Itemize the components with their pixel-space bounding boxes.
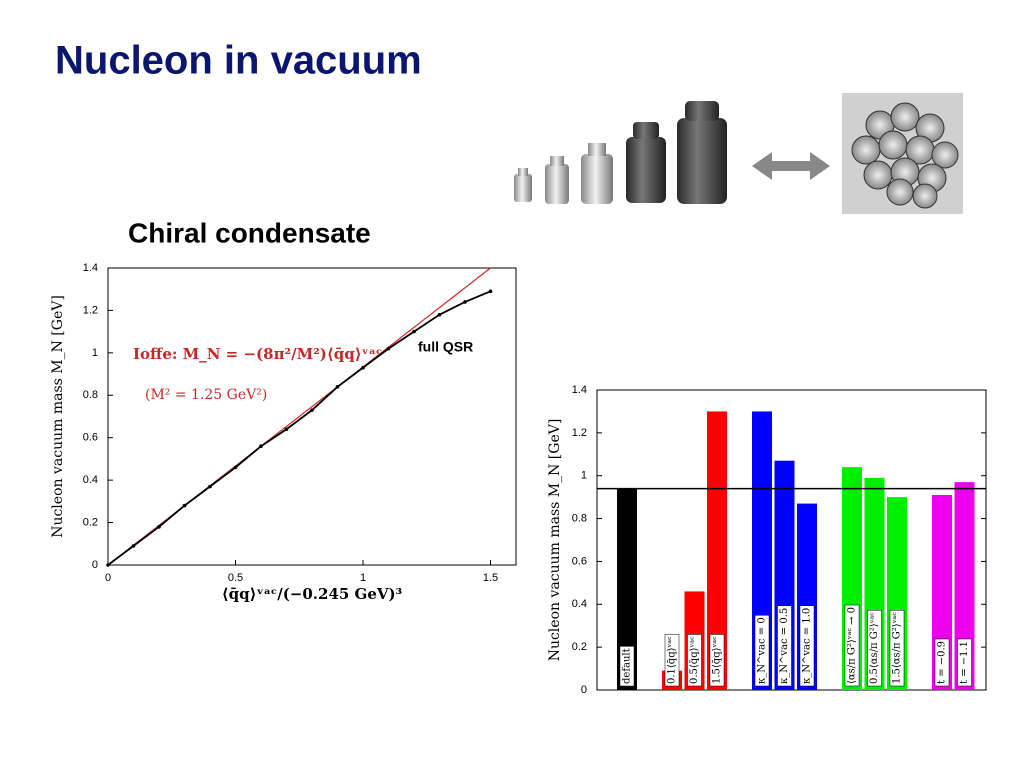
bar-label: 1.5⟨αs/π G²⟩ᵛᵃᶜ bbox=[892, 612, 903, 684]
point bbox=[106, 563, 110, 567]
x-tick-label: 0 bbox=[105, 572, 111, 584]
bar-label-group: 0.1⟨q̄q⟩ᵛᵃᶜ bbox=[664, 634, 680, 687]
point bbox=[412, 329, 416, 334]
y-tick-label: 1.2 bbox=[83, 304, 98, 316]
weights-image bbox=[514, 101, 727, 204]
x-tick-label: 0.5 bbox=[228, 572, 243, 584]
point bbox=[437, 312, 442, 317]
bar-label-box bbox=[957, 638, 972, 687]
bar-label-group: default bbox=[619, 646, 635, 687]
y-tick-label: 0.4 bbox=[83, 474, 98, 486]
y-tick-label: 0.8 bbox=[572, 512, 587, 524]
bar bbox=[954, 482, 975, 690]
bar-label: 1.5⟨q̄q⟩ᵛᵃᶜ bbox=[712, 636, 723, 684]
bar-label-box bbox=[777, 605, 792, 687]
bar-label: κ_N^vac = 0.5 bbox=[779, 608, 790, 684]
y-tick-label: 0.2 bbox=[572, 641, 587, 653]
y-axis-label: Nucleon vacuum mass M_N [GeV] bbox=[547, 419, 563, 662]
slide-title: Nucleon in vacuum bbox=[55, 39, 422, 83]
bar-label-group: t = −0.9 bbox=[934, 638, 950, 687]
point bbox=[131, 544, 136, 548]
point bbox=[182, 503, 187, 508]
chart-1-panel bbox=[40, 258, 522, 620]
y-tick-label: 0.6 bbox=[572, 555, 587, 567]
point bbox=[259, 444, 263, 449]
bar-label: 0.1⟨q̄q⟩ᵛᵃᶜ bbox=[667, 636, 678, 684]
y-tick-label: 1 bbox=[92, 347, 98, 359]
bar-label: default bbox=[622, 648, 633, 684]
bar-label: κ_N^vac = 1.0 bbox=[802, 608, 813, 684]
bar-label-group: 1.5⟨q̄q⟩ᵛᵃᶜ bbox=[709, 634, 725, 687]
x-axis-label: ⟨q̄q⟩ᵛᵃᶜ/(−0.245 GeV)³ bbox=[222, 585, 402, 603]
subtitle: Chiral condensate bbox=[128, 217, 371, 248]
bar-label-box bbox=[709, 634, 725, 687]
bar-label: κ_N^vac = 0 bbox=[757, 617, 768, 684]
bar-label: t = −1.1 bbox=[959, 641, 970, 684]
bar-label-group: κ_N^vac = 0.5 bbox=[777, 605, 792, 687]
x-tick-label: 1 bbox=[360, 572, 366, 584]
point bbox=[233, 465, 238, 470]
series-line bbox=[107, 290, 491, 566]
bar-label-box bbox=[844, 604, 860, 687]
point bbox=[284, 427, 289, 432]
point bbox=[488, 289, 493, 294]
bar-label-group: 1.5⟨αs/π G²⟩ᵛᵃᶜ bbox=[889, 609, 905, 687]
chart-1-frame bbox=[107, 267, 517, 566]
nucleus-image bbox=[842, 93, 963, 214]
bar-label: ⟨αs/π G²⟩ᵛᵃᶜ → 0 bbox=[847, 607, 858, 684]
bar-label: 0.5⟨q̄q⟩ᵛᵃᶜ bbox=[689, 636, 700, 684]
point bbox=[386, 346, 391, 351]
y-axis-label: Nucleon vacuum mass M_N [GeV] bbox=[50, 295, 66, 538]
bar-label: 0.5⟨αs/π G²⟩ᵛᵃᶜ bbox=[869, 612, 880, 684]
y-tick-label: 0.2 bbox=[83, 516, 98, 528]
bar bbox=[617, 488, 637, 690]
y-tick-label: 1 bbox=[581, 470, 587, 482]
bar-label-box bbox=[934, 638, 950, 687]
bar-label-box bbox=[889, 609, 905, 687]
bar-label-box bbox=[867, 609, 882, 687]
series-label: full QSR bbox=[418, 339, 473, 355]
bar-label-box bbox=[619, 646, 635, 687]
point bbox=[208, 484, 212, 489]
y-tick-label: 1.4 bbox=[83, 262, 98, 274]
bar-label: t = −0.9 bbox=[937, 641, 948, 684]
bar-label-group: κ_N^vac = 0 bbox=[754, 615, 770, 687]
double-arrow bbox=[752, 152, 830, 180]
bar bbox=[707, 411, 727, 690]
bar-label-group: 0.5⟨αs/π G²⟩ᵛᵃᶜ bbox=[867, 609, 882, 687]
point bbox=[335, 385, 340, 389]
annotation: Ioffe: M_N = −(8π²/M²)⟨q̄q⟩ᵛᵃᶜ bbox=[133, 345, 382, 363]
bar-label-box bbox=[687, 634, 702, 687]
x-tick-label: 1.5 bbox=[483, 572, 498, 584]
y-tick-label: 0.6 bbox=[83, 432, 98, 444]
y-tick-label: 1.2 bbox=[572, 427, 587, 439]
y-tick-label: 0 bbox=[92, 559, 98, 571]
bar-label-group: κ_N^vac = 1.0 bbox=[799, 605, 815, 687]
y-tick-label: 1.4 bbox=[572, 384, 587, 396]
y-tick-label: 0.4 bbox=[572, 598, 587, 610]
bar-label-box bbox=[799, 605, 815, 687]
bar-label-group: ⟨αs/π G²⟩ᵛᵃᶜ → 0 bbox=[844, 604, 860, 687]
y-tick-label: 0.8 bbox=[83, 389, 98, 401]
point bbox=[463, 300, 467, 304]
point bbox=[361, 365, 365, 370]
point bbox=[310, 408, 314, 412]
point bbox=[157, 525, 161, 529]
bar-label-box bbox=[754, 615, 770, 687]
annotation: (M² = 1.25 GeV²) bbox=[145, 387, 267, 403]
y-tick-label: 0 bbox=[581, 684, 587, 696]
bar-label-group: 0.5⟨q̄q⟩ᵛᵃᶜ bbox=[687, 634, 702, 687]
bar-label-box bbox=[664, 634, 680, 687]
bar-label-group: t = −1.1 bbox=[957, 638, 972, 687]
